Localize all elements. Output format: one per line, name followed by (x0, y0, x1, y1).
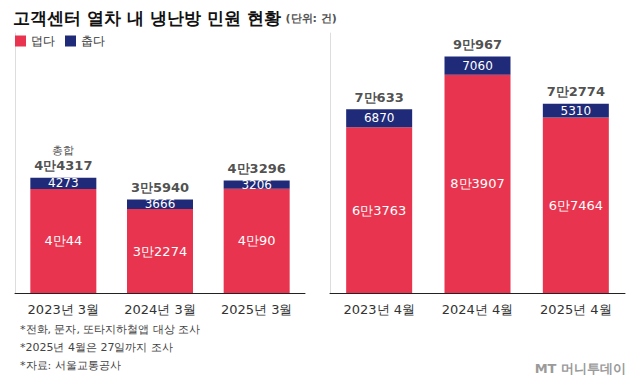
svg-text:덥다: 덥다 (31, 34, 55, 48)
svg-text:MT 머니투데이: MT 머니투데이 (535, 361, 626, 376)
svg-text:4만90: 4만90 (238, 233, 276, 248)
svg-text:4만3296: 4만3296 (228, 161, 286, 176)
svg-text:7만2774: 7만2774 (547, 84, 605, 99)
svg-text:3666: 3666 (145, 197, 176, 211)
svg-text:8만3907: 8만3907 (450, 176, 504, 191)
svg-text:*자료: 서울교통공사: *자료: 서울교통공사 (20, 359, 121, 372)
svg-text:2024년 3월: 2024년 3월 (124, 302, 196, 317)
svg-text:2024년 4월: 2024년 4월 (442, 302, 514, 317)
svg-text:3206: 3206 (241, 178, 272, 192)
svg-text:*전화, 문자, 또타지하철앱 대상 조사: *전화, 문자, 또타지하철앱 대상 조사 (20, 323, 200, 336)
svg-text:4만4317: 4만4317 (34, 158, 92, 173)
svg-text:4만44: 4만44 (44, 233, 82, 248)
svg-text:6만3763: 6만3763 (352, 203, 406, 218)
svg-text:6만7464: 6만7464 (549, 198, 603, 213)
svg-text:2025년 3월: 2025년 3월 (221, 302, 293, 317)
svg-text:(단위: 건): (단위: 건) (286, 12, 337, 25)
svg-text:6870: 6870 (364, 111, 395, 125)
svg-text:4273: 4273 (48, 176, 79, 190)
svg-text:*2025년 4월은 27일까지 조사: *2025년 4월은 27일까지 조사 (20, 341, 173, 354)
svg-text:2025년 4월: 2025년 4월 (540, 302, 612, 317)
svg-text:고객센터 열차 내 냉난방 민원 현황: 고객센터 열차 내 냉난방 민원 현황 (13, 8, 281, 28)
svg-text:2023년 3월: 2023년 3월 (28, 302, 100, 317)
svg-text:3만2274: 3만2274 (133, 244, 187, 259)
svg-text:총합: 총합 (52, 144, 74, 157)
svg-text:5310: 5310 (561, 104, 592, 118)
svg-text:2023년 4월: 2023년 4월 (343, 302, 415, 317)
svg-text:춥다: 춥다 (81, 34, 105, 48)
svg-text:9만967: 9만967 (453, 37, 502, 52)
svg-text:3만5940: 3만5940 (131, 180, 189, 195)
svg-text:7만633: 7만633 (355, 90, 404, 105)
svg-text:7060: 7060 (462, 59, 493, 73)
